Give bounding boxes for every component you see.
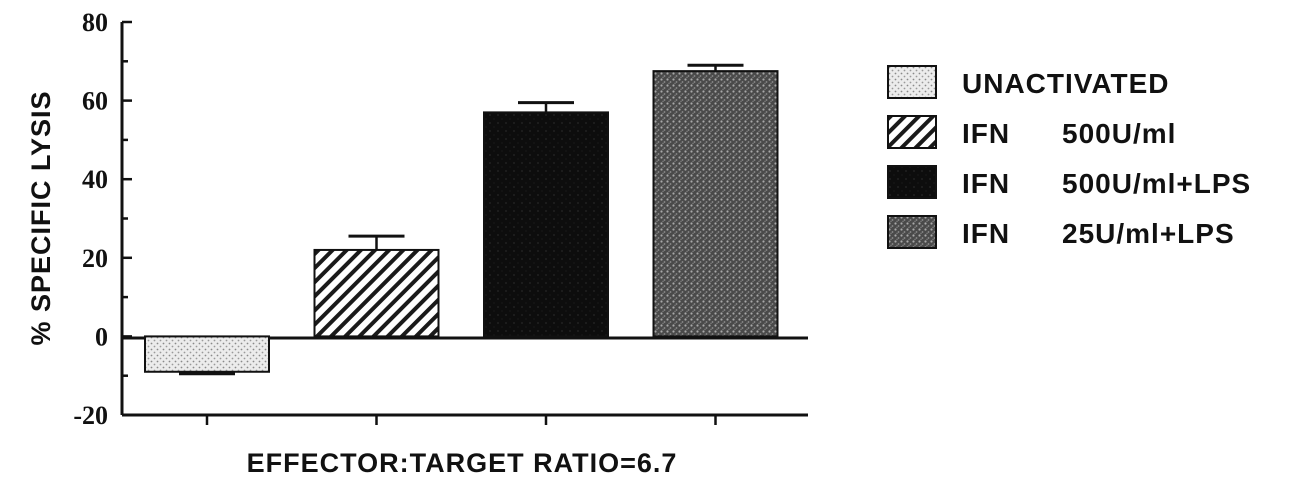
y-tick-label: 80 — [82, 8, 108, 37]
y-tick-label: 20 — [82, 244, 108, 273]
y-tick-label: 60 — [82, 87, 108, 116]
legend-label: IFN — [962, 218, 1010, 249]
bar — [144, 335, 270, 373]
bar — [483, 111, 609, 338]
legend-swatch — [887, 65, 937, 99]
legend-label-dose: 500U/ml+LPS — [1062, 168, 1251, 199]
y-ticks: 80 60 40 20 0 -20 — [73, 8, 132, 430]
y-tick-label: 0 — [95, 322, 108, 351]
x-ticks — [205, 415, 717, 425]
x-axis-title: EFFECTOR:TARGET RATIO=6.7 — [247, 448, 678, 478]
y-tick-label: 40 — [82, 165, 108, 194]
legend-label: IFN — [962, 168, 1010, 199]
y-axis-title: % SPECIFIC LYSIS — [26, 90, 56, 345]
bars — [144, 70, 779, 373]
legend-label: UNACTIVATED — [962, 68, 1170, 99]
error-bars — [179, 63, 744, 376]
legend: UNACTIVATED IFN 500U/ml IFN 500U/ml+LPS IFN 25… — [887, 65, 1251, 249]
legend-label-dose: 500U/ml — [1062, 118, 1176, 149]
legend-swatch — [887, 115, 937, 149]
legend-label-dose: 25U/ml+LPS — [1062, 218, 1235, 249]
y-tick-label: -20 — [73, 401, 108, 430]
legend-swatch — [887, 165, 937, 199]
legend-label: IFN — [962, 118, 1010, 149]
legend-swatch — [887, 215, 937, 249]
bar — [652, 70, 779, 338]
bar — [313, 248, 440, 338]
